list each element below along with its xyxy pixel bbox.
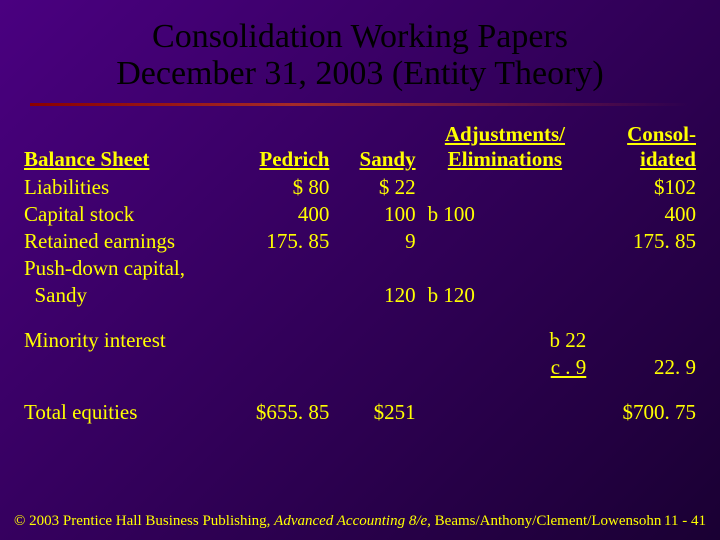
footer: © 2003 Prentice Hall Business Publishing… xyxy=(0,513,720,530)
cell-sandy: 9 xyxy=(333,228,419,255)
cell-cons: 400 xyxy=(590,201,700,228)
cell-label xyxy=(20,354,232,381)
cell-adj-r: c . 9 xyxy=(496,354,590,381)
cell-adj-l xyxy=(420,255,497,282)
footer-copyright: © 2003 Prentice Hall Business Publishing… xyxy=(14,513,661,530)
cell-adj-r xyxy=(496,255,590,282)
cell-label: Sandy xyxy=(20,282,232,309)
row-minority-2: c . 9 22. 9 xyxy=(20,354,700,381)
slide-title: Consolidation Working Papers December 31… xyxy=(0,0,720,99)
cell-cons: 22. 9 xyxy=(590,354,700,381)
row-total-equities: Total equities $655. 85 $251 $700. 75 xyxy=(20,399,700,426)
cell-adj-l xyxy=(420,399,497,426)
cell-cons: $102 xyxy=(590,174,700,201)
cell-adj-r xyxy=(496,228,590,255)
cell-label: Total equities xyxy=(20,399,232,426)
cell-label: Retained earnings xyxy=(20,228,232,255)
cell-cons: 175. 85 xyxy=(590,228,700,255)
row-pushdown-1: Push-down capital, xyxy=(20,255,700,282)
cell-sandy xyxy=(333,255,419,282)
page-number: 11 - 41 xyxy=(664,513,706,530)
footer-text-b: Advanced Accounting 8/e, xyxy=(274,513,431,529)
cell-cons xyxy=(590,327,700,354)
cell-adj-l xyxy=(420,354,497,381)
title-divider xyxy=(30,103,690,106)
header-sandy: Sandy xyxy=(333,120,419,174)
cell-pedrich xyxy=(232,354,334,381)
cell-adj-l xyxy=(420,174,497,201)
cell-adj-l xyxy=(420,228,497,255)
cell-pedrich xyxy=(232,327,334,354)
footer-text-a: © 2003 Prentice Hall Business Publishing… xyxy=(14,513,274,529)
cell-cons: $700. 75 xyxy=(590,399,700,426)
row-capital-stock: Capital stock 400 100 b 100 400 xyxy=(20,201,700,228)
cell-sandy: $ 22 xyxy=(333,174,419,201)
cell-sandy: $251 xyxy=(333,399,419,426)
cell-cons xyxy=(590,282,700,309)
row-minority-1: Minority interest b 22 xyxy=(20,327,700,354)
cell-sandy xyxy=(333,354,419,381)
cell-sandy: 120 xyxy=(333,282,419,309)
cell-label: Push-down capital, xyxy=(20,255,232,282)
cell-adj-r xyxy=(496,201,590,228)
title-line-2: December 31, 2003 (Entity Theory) xyxy=(30,55,690,92)
cell-label: Capital stock xyxy=(20,201,232,228)
cell-adj-l xyxy=(420,327,497,354)
row-pushdown-2: Sandy 120 b 120 xyxy=(20,282,700,309)
cell-pedrich: $655. 85 xyxy=(232,399,334,426)
cell-cons xyxy=(590,255,700,282)
cell-sandy xyxy=(333,327,419,354)
header-balance-sheet: Balance Sheet xyxy=(20,120,232,174)
cell-adj-r xyxy=(496,399,590,426)
cell-pedrich xyxy=(232,255,334,282)
cell-adj-l: b 120 xyxy=(420,282,497,309)
spacer-row xyxy=(20,381,700,399)
cell-pedrich: $ 80 xyxy=(232,174,334,201)
cell-pedrich: 400 xyxy=(232,201,334,228)
footer-text-c: Beams/Anthony/Clement/Lowensohn xyxy=(431,513,661,529)
cell-adj-r: b 22 xyxy=(496,327,590,354)
header-pedrich: Pedrich xyxy=(232,120,334,174)
header-consolidated: Consol- idated xyxy=(590,120,700,174)
spacer-row xyxy=(20,309,700,327)
cell-adj-r xyxy=(496,282,590,309)
cell-label: Liabilities xyxy=(20,174,232,201)
cell-label: Minority interest xyxy=(20,327,232,354)
worksheet-table: Balance Sheet Pedrich Sandy Adjustments/… xyxy=(20,120,700,426)
cell-adj-r xyxy=(496,174,590,201)
title-line-1: Consolidation Working Papers xyxy=(30,18,690,55)
row-retained-earnings: Retained earnings 175. 85 9 175. 85 xyxy=(20,228,700,255)
row-liabilities: Liabilities $ 80 $ 22 $102 xyxy=(20,174,700,201)
cell-adj-l: b 100 xyxy=(420,201,497,228)
header-adjustments: Adjustments/ Eliminations xyxy=(420,120,591,174)
cell-pedrich xyxy=(232,282,334,309)
cell-pedrich: 175. 85 xyxy=(232,228,334,255)
header-row: Balance Sheet Pedrich Sandy Adjustments/… xyxy=(20,120,700,174)
cell-sandy: 100 xyxy=(333,201,419,228)
